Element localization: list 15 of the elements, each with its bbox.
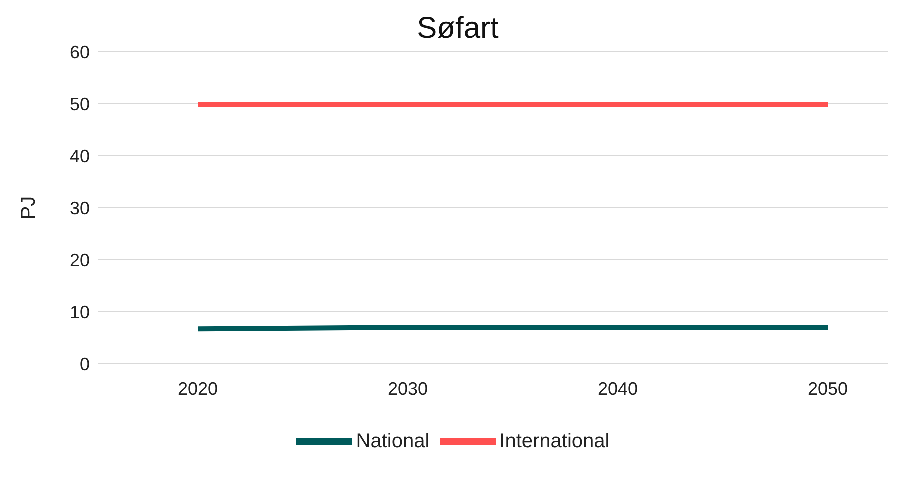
x-tick-label: 2020 (178, 378, 218, 399)
x-tick-label: 2050 (808, 378, 848, 399)
legend-label: International (500, 430, 610, 452)
y-tick-label: 20 (70, 250, 90, 270)
y-tick-label: 40 (70, 146, 90, 166)
chart-title: Søfart (417, 12, 499, 45)
x-tick-label: 2030 (388, 378, 428, 399)
y-tick-label: 10 (70, 302, 90, 322)
x-tick-label: 2040 (598, 378, 638, 399)
legend-label: National (356, 430, 430, 452)
y-tick-label: 30 (70, 198, 90, 218)
y-tick-label: 60 (70, 42, 90, 62)
y-tick-label: 0 (80, 354, 90, 374)
y-tick-label: 50 (70, 94, 90, 114)
y-axis-title: PJ (18, 196, 40, 220)
